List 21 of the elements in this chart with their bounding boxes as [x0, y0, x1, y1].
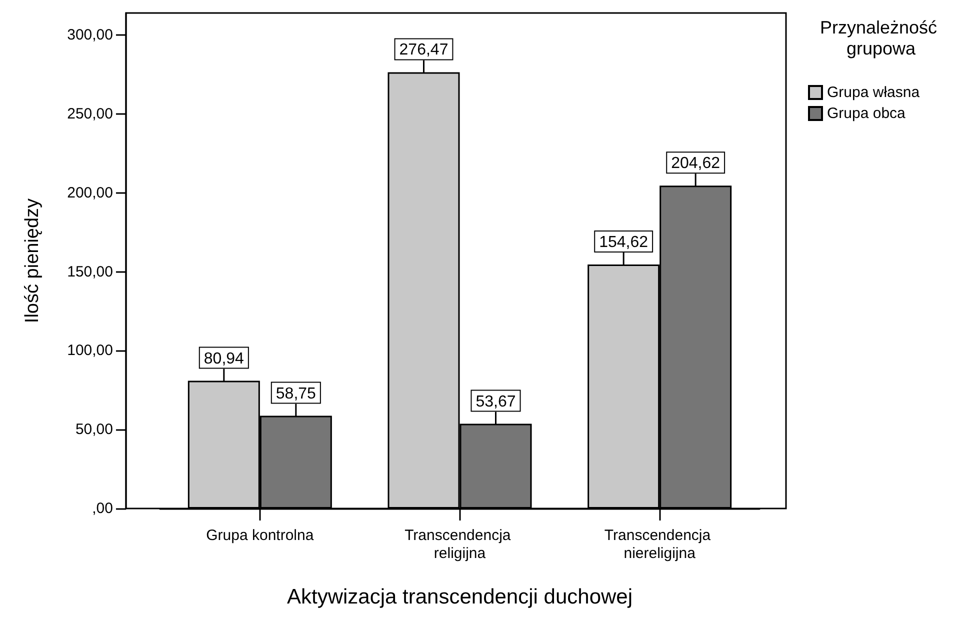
data-label: 58,75: [276, 385, 316, 402]
y-tick-label: 150,00: [67, 263, 113, 280]
y-tick-label: ,00: [92, 500, 113, 517]
legend-label: Grupa obca: [827, 105, 906, 122]
data-label: 204,62: [671, 155, 720, 172]
legend-label: Grupa własna: [827, 84, 920, 101]
x-tick-label: Transcendencja religijna: [404, 527, 515, 562]
data-label: 53,67: [476, 393, 516, 410]
data-label: 276,47: [399, 42, 448, 59]
y-tick-label: 50,00: [75, 421, 113, 438]
y-tick-label: 100,00: [67, 342, 113, 360]
x-tick-label: Grupa kontrolna: [206, 527, 314, 544]
y-axis-title: Ilość pieniędzy: [22, 198, 43, 324]
x-axis-title: Aktywizacja transcendencji duchowej: [286, 586, 633, 608]
data-label: 80,94: [204, 350, 244, 368]
data-label: 154,62: [599, 234, 648, 252]
y-tick-label: 300,00: [67, 26, 113, 44]
y-tick-label: 200,00: [67, 184, 113, 202]
legend-title: Przynależność grupowa: [820, 18, 942, 58]
x-tick-label: Transcendencja niereligijna: [604, 527, 715, 562]
y-tick-label: 250,00: [67, 105, 113, 122]
